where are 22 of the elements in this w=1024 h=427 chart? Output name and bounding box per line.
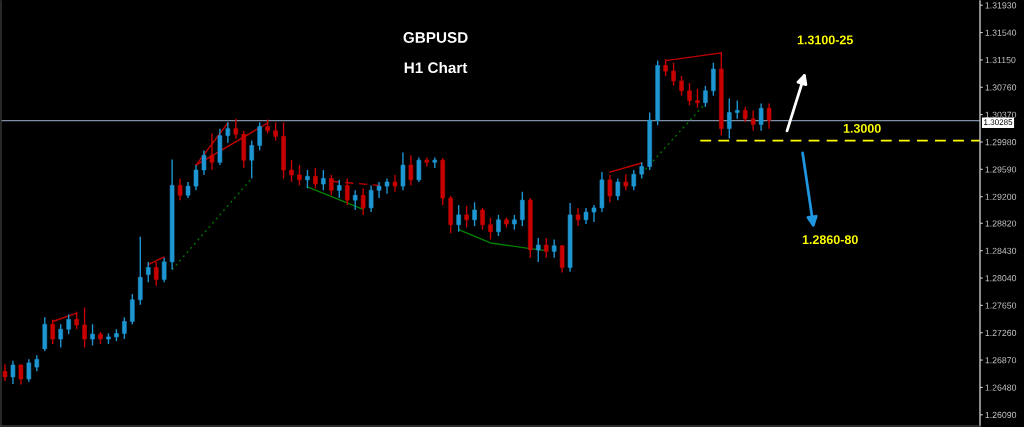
y-tick-label: 1.28040 [985,275,1017,282]
text: GBPUSD [403,32,468,43]
y-tick-label: 1.27260 [985,329,1017,336]
y-tick-label: 1.30370 [985,111,1017,118]
ref-line-label: 1.30285 [984,119,1013,125]
y-tick-label: 1.29980 [985,139,1017,146]
annotation: 1.3100-25 [797,35,853,45]
y-tick-label: 1.30760 [985,84,1017,91]
y-tick-label: 1.31540 [985,29,1017,36]
annotation: 1.2860-80 [802,235,858,245]
y-tick-label: 1.26480 [985,384,1017,391]
y-tick-label: 1.26870 [985,357,1017,364]
y-tick-label: 1.28820 [985,220,1017,227]
y-tick-label: 1.27650 [985,302,1017,309]
y-tick-label: 1.31930 [985,2,1017,9]
y-tick-label: 1.29200 [985,193,1017,200]
text: H1 Chart [404,61,468,74]
y-tick-label: 1.28430 [985,247,1017,254]
ref-line-label: 1.3000 [843,123,881,133]
y-tick-label: 1.26090 [985,411,1017,419]
y-tick-label: 1.29590 [985,166,1017,173]
y-tick-label: 1.31150 [985,56,1016,64]
